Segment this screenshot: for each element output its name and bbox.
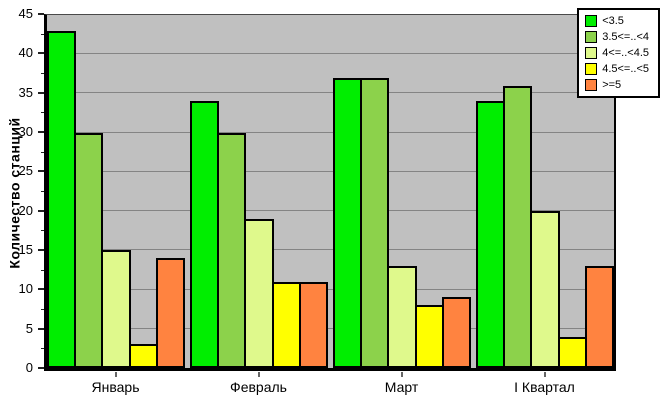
bar [557, 336, 587, 368]
x-tick-slot [44, 372, 187, 377]
x-axis-category-label: I Квартал [514, 379, 575, 395]
y-axis-tick-label: 40 [18, 45, 33, 61]
gridlines [47, 15, 614, 368]
bar [74, 132, 104, 368]
bar [298, 281, 329, 368]
y-axis-ticks [36, 13, 44, 369]
bar-group-2 [190, 15, 329, 368]
legend-entry: 4<=..<4.5 [585, 47, 649, 59]
bar [476, 101, 506, 368]
bar [441, 297, 472, 368]
bar [333, 77, 363, 368]
bar [47, 30, 77, 368]
gridline [47, 210, 614, 212]
x-axis-tick [257, 372, 260, 377]
bar [360, 77, 390, 368]
legend-label: 4.5<=..<5 [602, 63, 649, 75]
bar [584, 266, 615, 368]
y-major-tick [38, 327, 44, 330]
y-minor-tick [41, 151, 44, 153]
y-minor-tick [41, 73, 44, 74]
gridline [47, 327, 614, 329]
legend-label: >=5 [602, 79, 622, 91]
y-major-tick [38, 52, 44, 55]
y-major-tick [38, 91, 44, 94]
y-minor-tick [41, 348, 44, 350]
y-major-tick [38, 170, 44, 173]
y-axis-tick-label: 35 [18, 84, 33, 100]
y-major-tick [38, 367, 44, 369]
legend: <3.5 3.5<=..<4 4<=..<4.5 4.5<=..<5 >=5 [577, 8, 660, 98]
bar [271, 281, 301, 368]
bar [101, 250, 131, 368]
legend-color-swatch [585, 63, 598, 75]
bar-group-1 [47, 15, 186, 368]
x-axis-labels: Январь Февраль Март I Квартал [44, 379, 616, 395]
y-minor-tick [41, 309, 44, 310]
bar [387, 266, 417, 368]
x-axis-tick [400, 372, 403, 377]
x-tick-slot [187, 372, 330, 377]
bar [530, 211, 560, 368]
y-major-tick [38, 13, 44, 15]
gridline [47, 249, 614, 251]
y-major-tick [38, 209, 44, 212]
y-minor-tick [41, 112, 44, 114]
y-axis-labels: 0 5 10 15 20 25 30 35 40 45 [0, 7, 39, 375]
y-axis-tick-label: 20 [18, 202, 33, 218]
bar [190, 101, 220, 368]
legend-color-swatch [585, 79, 598, 91]
y-axis-tick-label: 25 [18, 163, 33, 179]
legend-label: <3.5 [602, 15, 624, 27]
y-minor-tick [41, 269, 44, 271]
gridline [47, 53, 614, 55]
bar-groups [47, 15, 615, 368]
y-major-tick [38, 248, 44, 251]
y-minor-tick [41, 230, 44, 232]
bar [155, 258, 186, 368]
x-axis-ticks [44, 372, 616, 377]
bar-group-3 [333, 15, 472, 368]
gridline [47, 288, 614, 290]
y-axis-tick-label: 45 [18, 6, 33, 21]
x-axis-category-label: Январь [91, 379, 140, 395]
y-minor-tick [41, 33, 44, 35]
legend-color-swatch [585, 15, 598, 27]
y-axis-tick-label: 0 [25, 360, 33, 375]
y-axis-tick-label: 5 [25, 320, 33, 336]
x-axis-category-label: Март [384, 379, 419, 395]
bar [217, 132, 247, 368]
bar [414, 305, 444, 368]
plot-area [44, 14, 616, 371]
y-axis-tick-label: 30 [18, 123, 33, 139]
legend-label: 3.5<=..<4 [602, 31, 649, 43]
y-major-tick [38, 130, 44, 133]
x-tick-slot [330, 372, 473, 377]
bar [503, 85, 533, 368]
gridline [47, 92, 614, 94]
legend-entry: <3.5 [585, 15, 649, 27]
gridline [47, 170, 614, 172]
bar [128, 344, 158, 368]
bar [244, 218, 274, 368]
x-tick-slot [473, 372, 616, 377]
legend-entry: 4.5<=..<5 [585, 63, 649, 75]
legend-entry: >=5 [585, 79, 649, 91]
legend-color-swatch [585, 31, 598, 43]
y-major-tick [38, 288, 44, 291]
x-axis-tick [543, 372, 546, 377]
legend-entry: 3.5<=..<4 [585, 31, 649, 43]
legend-label: 4<=..<4.5 [602, 47, 649, 59]
y-axis-tick-label: 10 [18, 281, 33, 297]
gridline [47, 131, 614, 133]
x-axis-tick [114, 372, 117, 377]
bar-group-4 [476, 15, 615, 368]
y-minor-tick [41, 191, 44, 192]
y-axis-tick-label: 15 [18, 241, 33, 257]
x-axis-category-label: Февраль [230, 379, 287, 395]
legend-color-swatch [585, 47, 598, 59]
